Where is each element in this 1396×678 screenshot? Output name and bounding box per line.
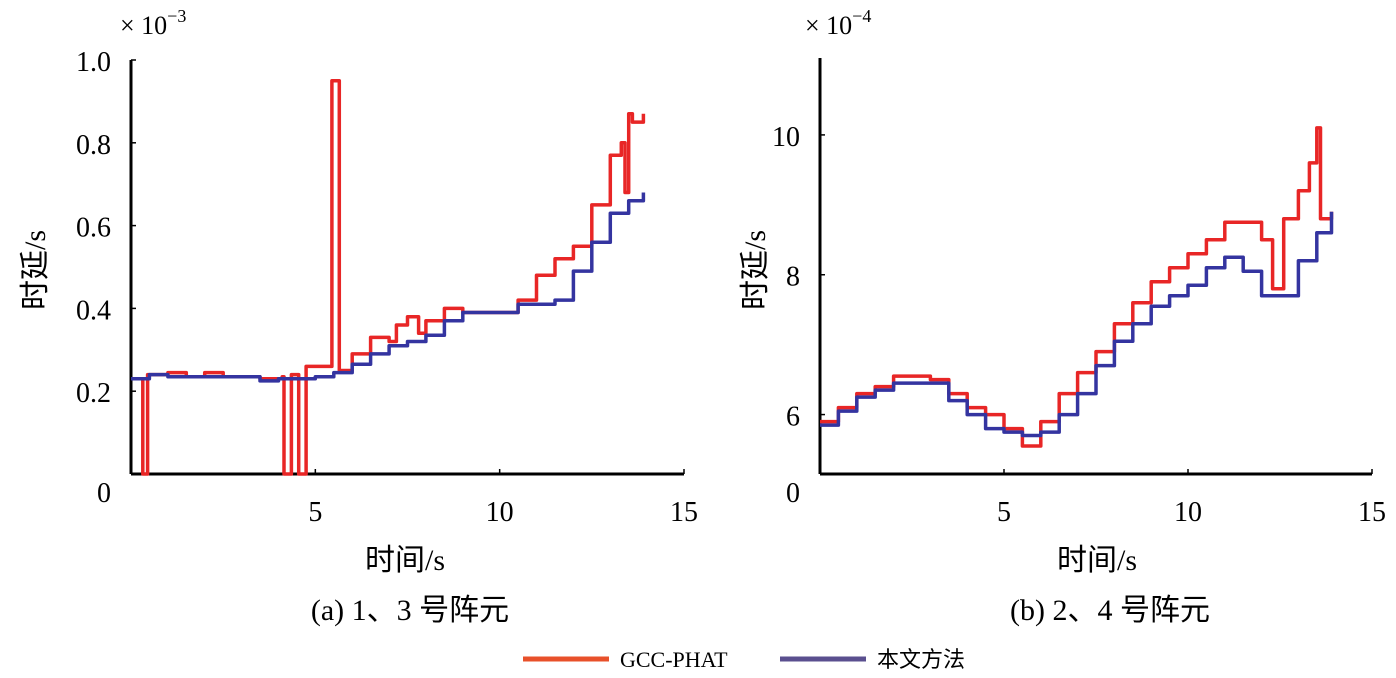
- chart-panel-2: 5 10 15 0 6 8 10 × 10−4 时间/s 时延/s (b) 2、4 号阵元: [739, 6, 1386, 627]
- chart-title: (b) 2、4 号阵元: [1010, 594, 1210, 627]
- x-tick-label: 5: [308, 497, 322, 528]
- y-tick-label: 8: [786, 262, 800, 293]
- y-tick-label: 10: [772, 122, 800, 153]
- axis-multiplier: × 10−4: [805, 6, 871, 40]
- series-line-proposed-method: [131, 192, 646, 383]
- x-tick-label: 15: [1358, 497, 1386, 528]
- series-line-gcc-phat: [820, 126, 1334, 448]
- x-tick-label: 5: [997, 497, 1011, 528]
- chart-panel-1: 5 10 15 0 0.2 0.4 0.6 0.8 1.0 × 10−3 时间/s 时延/s (a) 1…: [19, 6, 698, 627]
- series-line-proposed-method: [820, 211, 1334, 438]
- axis-multiplier: × 10−3: [120, 6, 186, 40]
- x-tick-label: 10: [486, 497, 514, 528]
- y-tick-label: 0: [786, 478, 800, 509]
- y-tick-label: 0: [97, 478, 111, 509]
- x-axis-label: 时间/s: [1057, 544, 1137, 577]
- y-tick-label: 1.0: [76, 47, 111, 78]
- x-tick-label: 10: [1174, 497, 1202, 528]
- x-axis-label: 时间/s: [365, 544, 445, 577]
- chart-title: (a) 1、3 号阵元: [311, 594, 509, 627]
- y-axis-label: 时延/s: [739, 230, 772, 310]
- y-tick-label: 6: [786, 402, 800, 433]
- y-tick-label: 0.2: [76, 378, 111, 409]
- y-tick-label: 0.6: [76, 213, 111, 244]
- legend-label-1: GCC-PHAT: [620, 647, 728, 672]
- series-line-gcc-phat: [131, 78, 646, 476]
- legend: GCC-PHAT 本文方法: [523, 647, 965, 672]
- y-tick-label: 0.8: [76, 130, 111, 161]
- x-tick-label: 15: [670, 497, 698, 528]
- y-axis-label: 时延/s: [19, 230, 52, 310]
- legend-label-2: 本文方法: [877, 647, 965, 672]
- y-tick-label: 0.4: [76, 295, 111, 326]
